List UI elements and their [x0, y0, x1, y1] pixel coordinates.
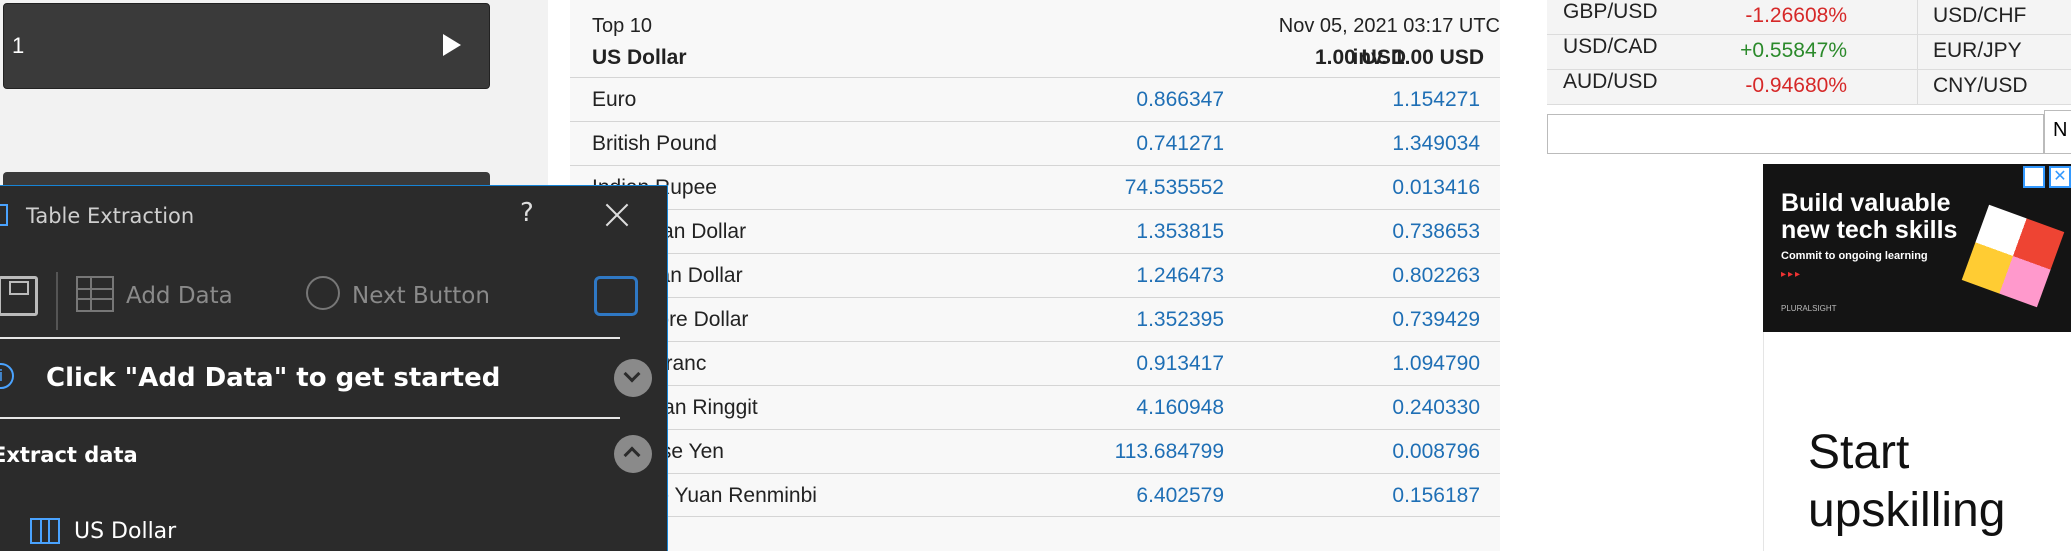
next-button-icon[interactable]	[306, 276, 340, 310]
fx-pair-secondary[interactable]: EUR/JPY	[1933, 39, 2022, 62]
info-section: i Click "Add Data" to get started	[0, 339, 668, 419]
close-icon[interactable]	[604, 202, 630, 228]
ad-line-1: Start	[1808, 426, 1910, 479]
add-data-button[interactable]: Add Data	[126, 283, 233, 309]
panel-toolbar: Add Data Next Button	[0, 256, 668, 336]
page-number-input[interactable]: 1	[3, 3, 490, 89]
help-button[interactable]: ?	[520, 198, 534, 228]
fx-pair[interactable]: AUD/USD	[1563, 70, 1658, 93]
currency-value-link[interactable]: 0.866347	[1136, 88, 1224, 111]
fx-row: AUD/USD -0.94680% CNY/USD	[1547, 70, 2071, 105]
ad-brand: PLURALSIGHT	[1781, 304, 1837, 313]
currency-value-link[interactable]: 1.352395	[1136, 308, 1224, 331]
currency-inverse-link[interactable]: 0.738653	[1392, 220, 1480, 243]
table-icon	[30, 518, 60, 544]
table-extraction-panel: Table Extraction ? Add Data Next Button …	[0, 185, 668, 551]
currency-name[interactable]: British Pound	[592, 132, 717, 155]
divider	[0, 417, 620, 419]
advertisement-banner[interactable]: Build valuable new tech skills Commit to…	[1763, 164, 2071, 332]
currency-inverse-link[interactable]: 0.802263	[1392, 264, 1480, 287]
ad-headline: Build valuable new tech skills	[1781, 189, 1958, 244]
currency-inverse-link[interactable]: 1.094790	[1392, 352, 1480, 375]
fx-change-table: GBP/USD -1.26608% USD/CHF USD/CAD +0.55847% E…	[1547, 0, 2071, 105]
currency-inverse-link[interactable]: 0.240330	[1392, 396, 1480, 419]
currency-name[interactable]: Euro	[592, 88, 637, 111]
fx-change: -0.94680%	[1745, 74, 1847, 97]
column-divider	[1917, 0, 1918, 104]
table-row: Chinese Yuan Renminbi 6.402579 0.156187	[570, 473, 1500, 517]
ad-close-icon[interactable]: ✕	[2049, 166, 2071, 188]
page-number-value: 1	[12, 33, 25, 58]
fx-pair-secondary[interactable]: USD/CHF	[1933, 4, 2027, 27]
refresh-icon[interactable]	[594, 276, 638, 316]
currency-value-link[interactable]: 0.913417	[1136, 352, 1224, 375]
header-inverse: inv. 1.00 USD	[1352, 46, 1485, 69]
play-icon[interactable]	[443, 34, 461, 56]
search-input[interactable]	[1547, 114, 2044, 154]
table-row: Australian Dollar 1.353815 0.738653	[570, 209, 1500, 253]
extracted-table-label: US Dollar	[74, 518, 177, 544]
currency-value-link[interactable]: 4.160948	[1136, 396, 1224, 419]
right-sidebar: GBP/USD -1.26608% USD/CHF USD/CAD +0.55847% E…	[1547, 0, 2071, 551]
currency-inverse-link[interactable]: 0.013416	[1392, 176, 1480, 199]
background-bar	[3, 172, 490, 186]
currency-value-link[interactable]: 6.402579	[1136, 484, 1224, 507]
toolbar-divider	[56, 272, 58, 330]
add-data-icon[interactable]	[76, 276, 114, 312]
ad-line-2: upskilling	[1808, 484, 2006, 537]
fx-pair-secondary[interactable]: CNY/USD	[1933, 74, 2028, 97]
currency-inverse-link[interactable]: 0.156187	[1392, 484, 1480, 507]
table-caption: Top 10	[592, 15, 653, 37]
header-currency: US Dollar	[592, 46, 687, 69]
info-message: Click "Add Data" to get started	[46, 363, 501, 393]
currency-value-link[interactable]: 1.353815	[1136, 220, 1224, 243]
currency-rows: Euro 0.866347 1.154271 British Pound 0.74127…	[570, 77, 1500, 517]
ad-text: Start upskilling	[1808, 424, 2005, 540]
fx-row: USD/CAD +0.55847% EUR/JPY	[1547, 35, 2071, 70]
currency-value-link[interactable]: 1.246473	[1136, 264, 1224, 287]
timestamp: Nov 05, 2021 03:17 UTC	[1278, 15, 1500, 37]
chevron-up-icon[interactable]	[614, 435, 652, 473]
ad-choices-icon[interactable]	[2023, 166, 2045, 188]
header-value: 1.00 USD	[1314, 46, 1406, 69]
chevron-down-icon[interactable]	[614, 359, 652, 397]
app-logo-icon	[0, 204, 8, 226]
panel-title: Table Extraction	[26, 204, 195, 228]
table-row: Euro 0.866347 1.154271	[570, 77, 1500, 121]
next-button-button[interactable]: Next Button	[352, 283, 490, 309]
extract-data-label: Extract data	[0, 443, 138, 467]
table-row: Singapore Dollar 1.352395 0.739429	[570, 297, 1500, 341]
currency-value-link[interactable]: 0.741271	[1136, 132, 1224, 155]
advertisement-panel[interactable]: Start upskilling	[1763, 332, 2071, 551]
currency-inverse-link[interactable]: 0.008796	[1392, 440, 1480, 463]
fx-pair[interactable]: USD/CAD	[1563, 35, 1658, 58]
currency-inverse-link[interactable]: 0.739429	[1392, 308, 1480, 331]
save-icon[interactable]	[0, 276, 38, 316]
fx-row: GBP/USD -1.26608% USD/CHF	[1547, 0, 2071, 35]
table-row: British Pound 0.741271 1.349034	[570, 121, 1500, 165]
currency-inverse-link[interactable]: 1.154271	[1392, 88, 1480, 111]
fx-change: +0.55847%	[1740, 39, 1847, 62]
fx-rows: GBP/USD -1.26608% USD/CHF USD/CAD +0.55847% E…	[1547, 0, 2071, 105]
currency-value-link[interactable]: 74.535552	[1124, 176, 1224, 199]
currency-value-link[interactable]: 113.684799	[1114, 440, 1224, 463]
ad-subtext: Commit to ongoing learning	[1781, 250, 1928, 262]
currency-table: Top 10 Nov 05, 2021 03:17 UTC US Dollar …	[570, 0, 1500, 551]
search-button[interactable]: N	[2044, 110, 2071, 154]
extracted-table-item[interactable]: US Dollar	[30, 516, 176, 546]
info-icon: i	[0, 363, 14, 389]
table-row: Malaysian Ringgit 4.160948 0.240330	[570, 385, 1500, 429]
extract-section: Extract data	[0, 419, 668, 489]
currency-inverse-link[interactable]: 1.349034	[1392, 132, 1480, 155]
ad-arrows: ▸▸▸	[1781, 269, 1803, 280]
divider	[0, 337, 620, 339]
fx-pair[interactable]: GBP/USD	[1563, 0, 1658, 23]
fx-change: -1.26608%	[1745, 4, 1847, 27]
